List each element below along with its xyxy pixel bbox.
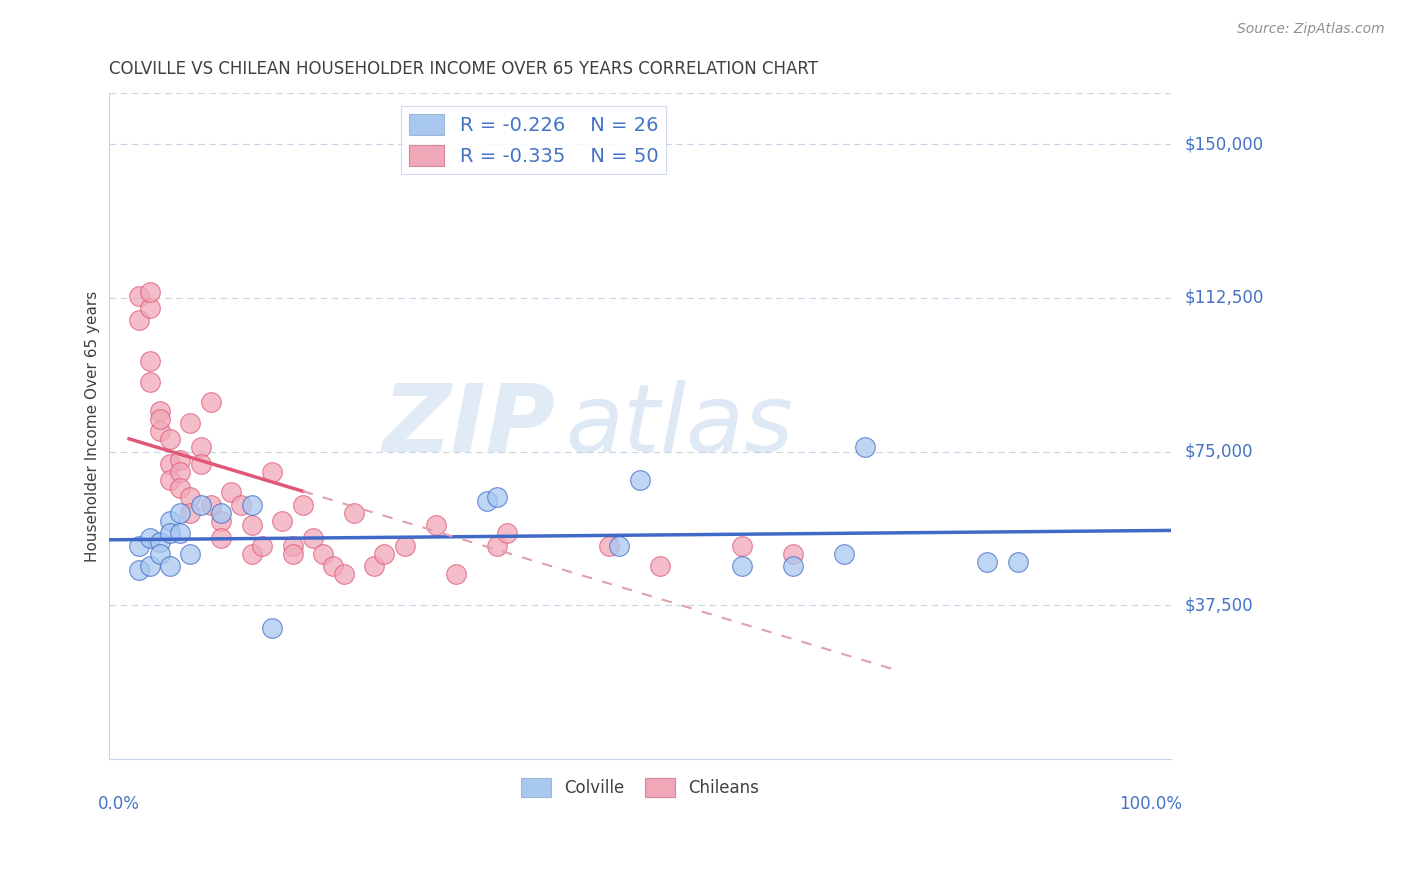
Point (169, 452, 191, 467)
Point (394, 539, 416, 553)
Point (149, 403, 172, 417)
Point (169, 482, 191, 496)
Point (219, 485, 242, 500)
Point (149, 411, 172, 425)
Point (169, 465, 191, 479)
Point (976, 555, 998, 569)
Point (291, 498, 314, 512)
Point (159, 473, 181, 487)
Point (731, 539, 754, 553)
Point (128, 563, 150, 577)
Point (363, 559, 385, 574)
Point (302, 531, 325, 545)
Point (373, 547, 395, 561)
Legend: Colville, Chileans: Colville, Chileans (515, 772, 765, 804)
Point (240, 498, 263, 512)
Text: $75,000: $75,000 (1185, 442, 1254, 460)
Point (138, 531, 160, 545)
Text: 100.0%: 100.0% (1119, 796, 1182, 814)
Point (169, 506, 191, 520)
Point (731, 559, 754, 574)
Point (832, 547, 855, 561)
Point (782, 559, 804, 574)
Point (138, 285, 160, 299)
Text: $112,500: $112,500 (1185, 289, 1264, 307)
Point (312, 547, 335, 561)
Point (159, 526, 181, 541)
Point (159, 514, 181, 528)
Point (853, 441, 876, 455)
Point (485, 539, 508, 553)
Point (343, 506, 366, 520)
Point (322, 559, 344, 574)
Point (138, 559, 160, 574)
Text: $37,500: $37,500 (1185, 596, 1254, 615)
Point (149, 424, 172, 438)
Point (281, 547, 304, 561)
Point (159, 432, 181, 446)
Point (496, 526, 519, 541)
Point (475, 493, 498, 508)
Point (179, 490, 201, 504)
Point (209, 514, 232, 528)
Text: ZIP: ZIP (382, 380, 555, 472)
Point (271, 514, 294, 528)
Text: 0.0%: 0.0% (98, 796, 139, 814)
Point (598, 539, 620, 553)
Point (138, 375, 160, 389)
Point (425, 518, 447, 533)
Point (281, 539, 304, 553)
Point (485, 490, 508, 504)
Point (159, 457, 181, 471)
Point (149, 547, 172, 561)
Text: COLVILLE VS CHILEAN HOUSEHOLDER INCOME OVER 65 YEARS CORRELATION CHART: COLVILLE VS CHILEAN HOUSEHOLDER INCOME O… (108, 60, 818, 78)
Point (250, 539, 273, 553)
Point (240, 547, 263, 561)
Point (262, 465, 284, 479)
Point (179, 506, 201, 520)
Point (190, 498, 212, 512)
Point (138, 301, 160, 315)
Point (231, 498, 253, 512)
Point (200, 395, 222, 409)
Point (1007, 555, 1029, 569)
Point (209, 506, 232, 520)
Point (240, 518, 263, 533)
Point (179, 416, 201, 430)
Text: Source: ZipAtlas.com: Source: ZipAtlas.com (1237, 22, 1385, 37)
Point (128, 289, 150, 303)
Point (179, 547, 201, 561)
Y-axis label: Householder Income Over 65 years: Householder Income Over 65 years (86, 290, 100, 562)
Point (169, 526, 191, 541)
Point (262, 621, 284, 635)
Point (609, 539, 631, 553)
Point (138, 354, 160, 368)
Point (159, 559, 181, 574)
Point (200, 498, 222, 512)
Point (128, 539, 150, 553)
Point (128, 313, 150, 327)
Point (190, 441, 212, 455)
Text: $150,000: $150,000 (1185, 136, 1264, 153)
Point (628, 473, 651, 487)
Point (190, 457, 212, 471)
Point (782, 547, 804, 561)
Point (332, 567, 354, 582)
Point (444, 567, 467, 582)
Point (209, 531, 232, 545)
Text: atlas: atlas (565, 380, 794, 471)
Point (650, 559, 672, 574)
Point (149, 534, 172, 549)
